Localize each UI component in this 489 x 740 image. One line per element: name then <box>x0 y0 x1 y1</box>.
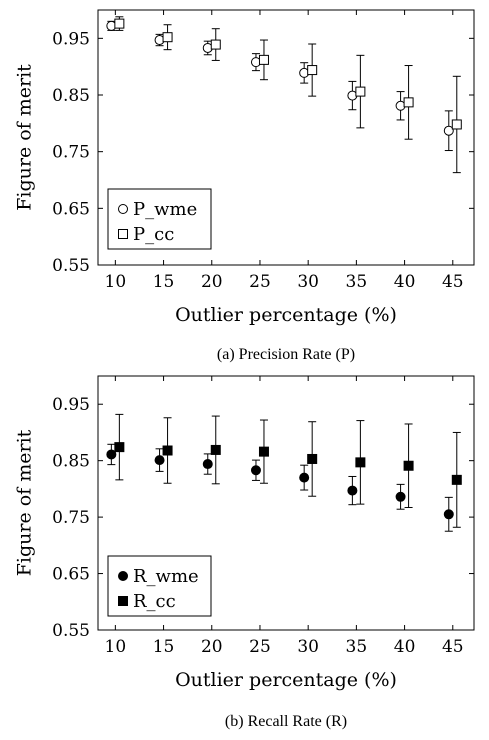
x-tick-label: 10 <box>105 272 127 292</box>
legend-marker-r-cc <box>118 596 128 606</box>
data-point <box>162 32 173 43</box>
data-point <box>258 54 269 65</box>
data-point <box>347 485 358 496</box>
y-tick-label: 0.75 <box>52 143 90 163</box>
legend-marker-p-wme <box>118 204 128 214</box>
x-tick-label: 10 <box>105 637 127 657</box>
x-tick-label: 20 <box>201 637 223 657</box>
data-point <box>443 509 454 520</box>
data-point <box>250 465 261 476</box>
legend-recall: R_wme R_cc <box>107 555 212 617</box>
data-point <box>210 444 221 455</box>
data-point <box>299 472 310 483</box>
data-point <box>355 86 366 97</box>
y-tick-label: 0.75 <box>52 508 90 528</box>
y-axis-label-recall: Figure of merit <box>14 429 36 576</box>
legend-precision: P_wme P_cc <box>107 188 212 250</box>
x-tick-label: 20 <box>201 272 223 292</box>
y-tick-label: 0.85 <box>52 86 90 106</box>
ticks-precision: 10 15 20 25 30 35 40 45 0.55 0.65 0.75 0.85 0.95 <box>52 10 474 292</box>
legend-entry-r-wme: R_wme <box>118 566 199 587</box>
x-tick-label: 30 <box>297 272 319 292</box>
data-point <box>451 474 462 485</box>
x-tick-label: 15 <box>153 272 175 292</box>
caption-precision: (a) Precision Rate (P) <box>217 346 355 363</box>
caption-recall: (b) Recall Rate (R) <box>225 713 347 730</box>
y-tick-label: 0.95 <box>52 29 90 49</box>
legend-label-r-wme: R_wme <box>133 566 199 587</box>
legend-entry-p-cc: P_cc <box>118 224 174 245</box>
data-point <box>395 491 406 502</box>
data-point <box>210 39 221 50</box>
x-tick-label: 35 <box>346 637 368 657</box>
data-point <box>162 445 173 456</box>
legend-entry-r-cc: R_cc <box>118 591 176 612</box>
data-point <box>307 453 318 464</box>
marks-precision <box>106 16 462 174</box>
data-point <box>106 449 117 460</box>
panel-recall: 10 15 20 25 30 35 40 45 0.55 0.65 0.75 0.85 0.95 Fig… <box>14 375 475 730</box>
data-point <box>307 65 318 76</box>
y-tick-label: 0.65 <box>52 565 90 585</box>
y-tick-label: 0.85 <box>52 452 90 472</box>
x-tick-label: 45 <box>442 272 464 292</box>
panel-precision: 10 15 20 25 30 35 40 45 0.55 0.65 0.75 0.85 0.95 Fig… <box>14 9 475 363</box>
y-axis-label-precision: Figure of merit <box>14 64 36 211</box>
x-axis-label-precision: Outlier percentage (%) <box>175 304 397 326</box>
data-point <box>403 97 414 108</box>
legend-symbol <box>118 571 128 581</box>
x-tick-label: 40 <box>394 272 416 292</box>
x-tick-label: 25 <box>249 272 271 292</box>
x-tick-label: 30 <box>297 637 319 657</box>
data-point <box>114 442 125 453</box>
y-tick-label: 0.65 <box>52 199 90 219</box>
data-point <box>443 125 454 136</box>
axis-frame-precision <box>97 9 475 266</box>
legend-symbol <box>118 596 128 606</box>
legend-label-p-cc: P_cc <box>133 224 174 245</box>
data-point <box>355 457 366 468</box>
data-point <box>258 446 269 457</box>
y-tick-label: 0.95 <box>52 395 90 415</box>
data-point <box>114 18 125 29</box>
legend-marker-p-cc <box>118 229 128 239</box>
x-tick-label: 35 <box>346 272 368 292</box>
legend-label-r-cc: R_cc <box>133 591 176 612</box>
legend-symbol <box>118 204 128 214</box>
data-point <box>403 460 414 471</box>
x-axis-label-recall: Outlier percentage (%) <box>175 669 397 691</box>
marks-recall <box>106 413 462 532</box>
data-point <box>202 459 213 470</box>
legend-symbol <box>118 229 128 239</box>
x-tick-label: 25 <box>249 637 271 657</box>
ticks-recall: 10 15 20 25 30 35 40 45 0.55 0.65 0.75 0.85 0.95 <box>52 376 474 657</box>
axis-frame-recall <box>97 375 475 631</box>
x-tick-label: 40 <box>394 637 416 657</box>
y-tick-label: 0.55 <box>52 256 90 276</box>
x-tick-label: 45 <box>442 637 464 657</box>
data-point <box>451 119 462 130</box>
data-point <box>154 455 165 466</box>
y-tick-label: 0.55 <box>52 621 90 641</box>
x-tick-label: 15 <box>153 637 175 657</box>
legend-entry-p-wme: P_wme <box>118 199 197 220</box>
legend-label-p-wme: P_wme <box>133 199 197 220</box>
legend-marker-r-wme <box>118 571 128 581</box>
